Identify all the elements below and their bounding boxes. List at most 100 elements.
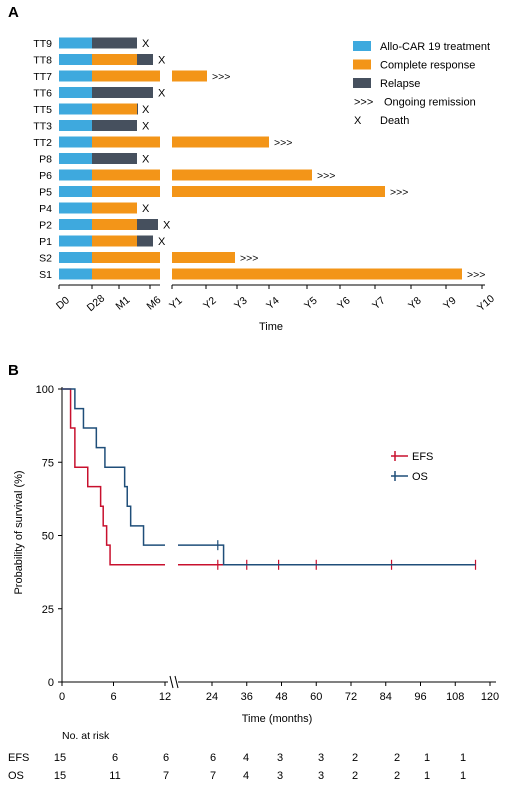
x-axis-title: Time xyxy=(259,321,283,333)
patient-label-tt3: TT3 xyxy=(33,121,52,133)
death-marker: X xyxy=(158,55,166,67)
ongoing-marker: >>> xyxy=(212,71,230,83)
bar-tt5-relapse xyxy=(137,103,138,115)
death-marker: X xyxy=(142,38,150,50)
risk-value: 15 xyxy=(54,770,66,782)
axis-break-mark xyxy=(169,675,174,689)
panel-a-label: A xyxy=(8,4,19,21)
bar-tt8-relapse xyxy=(137,54,153,65)
bar-p2-cr xyxy=(92,219,137,230)
risk-value: 2 xyxy=(352,770,358,782)
patient-label-p5: P5 xyxy=(39,187,52,199)
bar-p6-cr xyxy=(92,169,160,181)
patient-label-p2: P2 xyxy=(39,220,52,232)
y-tick-label: 100 xyxy=(36,384,54,396)
bar-p5-cr xyxy=(92,186,160,197)
risk-value: 1 xyxy=(424,752,430,764)
x-tick-label: 36 xyxy=(241,691,253,703)
bar-p1-cr xyxy=(92,235,137,247)
x-tick-label-m6: M6 xyxy=(144,294,163,313)
axis-break-mark xyxy=(174,675,179,689)
risk-value: 3 xyxy=(318,770,324,782)
bar-tt9-treatment xyxy=(59,37,92,49)
patient-label-tt2: TT2 xyxy=(33,137,52,149)
death-marker: X xyxy=(158,88,166,100)
bar-tt2-cr xyxy=(92,136,160,148)
x-tick-label: 60 xyxy=(310,691,322,703)
risk-value: 6 xyxy=(210,752,216,764)
x-tick-label: 24 xyxy=(206,691,218,703)
bar-p1-treatment xyxy=(59,235,92,247)
risk-value: 4 xyxy=(243,770,249,782)
x-tick-label-d0: D0 xyxy=(54,294,72,312)
bar-p4-cr xyxy=(92,202,137,214)
curve-os xyxy=(62,388,165,546)
patient-label-p8: P8 xyxy=(39,154,52,166)
patient-label-s1: S1 xyxy=(39,269,52,281)
patient-label-p4: P4 xyxy=(39,203,52,215)
x-tick-label-y4: Y4 xyxy=(264,294,282,312)
bar-s1-treatment xyxy=(59,268,92,280)
legend-symbol-ongoing: >>> xyxy=(354,97,373,109)
ongoing-marker: >>> xyxy=(274,137,292,149)
bar-s1-cr-after-break xyxy=(172,268,462,280)
bar-tt9-relapse xyxy=(92,37,137,49)
death-marker: X xyxy=(142,203,150,215)
legend-label-efs: EFS xyxy=(412,451,433,463)
y-tick-label: 25 xyxy=(42,604,54,616)
bar-p5-cr-after-break xyxy=(172,186,385,197)
patient-label-p1: P1 xyxy=(39,236,52,248)
risk-value: 2 xyxy=(352,752,358,764)
ongoing-marker: >>> xyxy=(467,269,485,281)
bar-s1-cr xyxy=(92,268,160,280)
risk-value: 7 xyxy=(210,770,216,782)
x-tick-label: 108 xyxy=(446,691,464,703)
bar-tt8-cr xyxy=(92,54,137,65)
y-tick-label: 0 xyxy=(48,677,54,689)
x-tick-label-d28: D28 xyxy=(85,292,108,314)
risk-value: 1 xyxy=(460,770,466,782)
legend-label-relapse: Relapse xyxy=(380,78,420,90)
risk-value: 3 xyxy=(318,752,324,764)
legend-swatch-treatment xyxy=(353,41,371,51)
risk-value: 6 xyxy=(163,752,169,764)
panel-a-swimmer-plot: TT9 X TT8 X TT7 >>> TT6 X TT5 X TT3 X TT2 >>> P8 X P6 >>>… xyxy=(33,37,497,333)
bar-tt5-treatment xyxy=(59,103,92,115)
bar-s2-cr-after-break xyxy=(172,252,235,263)
legend-label-ongoing: Ongoing remission xyxy=(384,97,476,109)
bar-p6-cr-after-break xyxy=(172,169,312,181)
x-tick-label-y5: Y5 xyxy=(302,294,320,312)
risk-value: 15 xyxy=(54,752,66,764)
legend-swatch-cr xyxy=(353,59,371,70)
curve-efs xyxy=(62,388,165,566)
risk-value: 2 xyxy=(394,770,400,782)
bar-p6-treatment xyxy=(59,169,92,181)
bar-tt5-cr xyxy=(92,103,137,115)
risk-row-label-os: OS xyxy=(8,770,24,782)
x-tick-label-y7: Y7 xyxy=(370,294,388,312)
x-tick-label: 0 xyxy=(59,691,65,703)
x-tick-label-y9: Y9 xyxy=(441,294,459,312)
death-marker: X xyxy=(142,121,150,133)
patient-label-tt7: TT7 xyxy=(33,71,52,83)
x-tick-label: 6 xyxy=(110,691,116,703)
bar-p8-treatment xyxy=(59,153,92,164)
death-marker: X xyxy=(142,154,150,166)
risk-value: 11 xyxy=(109,770,120,782)
risk-table: No. at risk EFS 15 6 6 6 4 3 3 2 2 1 1OS 15 11 7 7 4 3 3 2 2… xyxy=(8,730,466,782)
x-tick-label-y1: Y1 xyxy=(167,294,185,312)
x-tick-label-y10: Y10 xyxy=(475,293,497,314)
bar-tt7-treatment xyxy=(59,70,92,82)
legend-symbol-death: X xyxy=(354,115,362,127)
risk-row-label-efs: EFS xyxy=(8,752,29,764)
x-tick-label-y3: Y3 xyxy=(232,294,250,312)
x-tick-label-y2: Y2 xyxy=(201,294,219,312)
risk-value: 2 xyxy=(394,752,400,764)
bar-p1-relapse xyxy=(137,235,153,247)
legend-label-cr: Complete response xyxy=(380,60,475,72)
patient-label-s2: S2 xyxy=(39,253,52,265)
patient-label-tt9: TT9 xyxy=(33,38,52,50)
bar-tt2-cr-after-break xyxy=(172,136,269,148)
panel-b-label: B xyxy=(8,362,19,379)
risk-table-title: No. at risk xyxy=(62,730,110,742)
